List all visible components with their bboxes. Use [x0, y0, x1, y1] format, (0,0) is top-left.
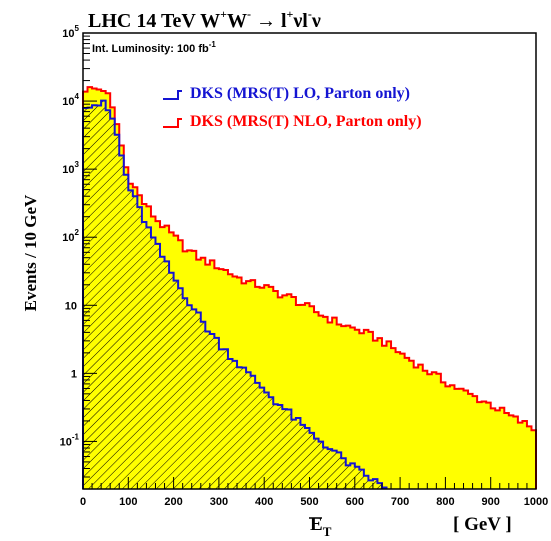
series-lo-line — [82, 99, 388, 489]
legend-lo-label: DKS (MRS(T) LO, Parton only) — [190, 85, 410, 102]
chart-title: LHC 14 TeV W+W- → l+νl-ν — [88, 7, 321, 32]
legend-nlo-label: DKS (MRS(T) NLO, Parton only) — [190, 113, 422, 130]
y-tick-label: 10-1 — [60, 432, 80, 448]
y-tick-label: 10 — [65, 300, 77, 312]
y-tick-label: 1 — [71, 368, 77, 380]
y-axis-label: Events / 10 GeV — [21, 194, 40, 311]
x-tick-label: 0 — [80, 496, 86, 508]
x-tick-label: 400 — [255, 496, 273, 508]
luminosity-label: Int. Luminosity: 100 fb-1 — [92, 40, 216, 55]
axes-layer: 0 100 200 300 400 500 600 700 800 900 1000 10-1 1 10 1… — [60, 24, 549, 508]
x-tick-label: 800 — [436, 496, 454, 508]
series-lo-area — [83, 100, 387, 489]
legend-nlo-swatch — [163, 118, 182, 128]
x-axis-unit: [ GeV ] — [453, 514, 512, 535]
y-tick-label: 104 — [62, 92, 79, 108]
legend-lo-swatch — [163, 90, 182, 100]
series-layer — [82, 86, 537, 490]
x-tick-label: 1000 — [524, 496, 548, 508]
x-tick-label: 600 — [346, 496, 364, 508]
x-tick-label: 200 — [164, 496, 182, 508]
x-tick-label: 300 — [210, 496, 228, 508]
x-tick-label: 900 — [482, 496, 500, 508]
legend: DKS (MRS(T) LO, Parton only) DKS (MRS(T)… — [163, 85, 422, 130]
x-axis-label: ET — [310, 514, 332, 539]
y-tick-label: 103 — [62, 160, 79, 176]
y-tick-label: 105 — [62, 24, 79, 40]
x-tick-label: 700 — [391, 496, 409, 508]
series-nlo-line — [82, 86, 537, 489]
x-tick-label: 500 — [300, 496, 318, 508]
y-tick-label: 102 — [62, 228, 79, 244]
x-tick-label: 100 — [119, 496, 137, 508]
